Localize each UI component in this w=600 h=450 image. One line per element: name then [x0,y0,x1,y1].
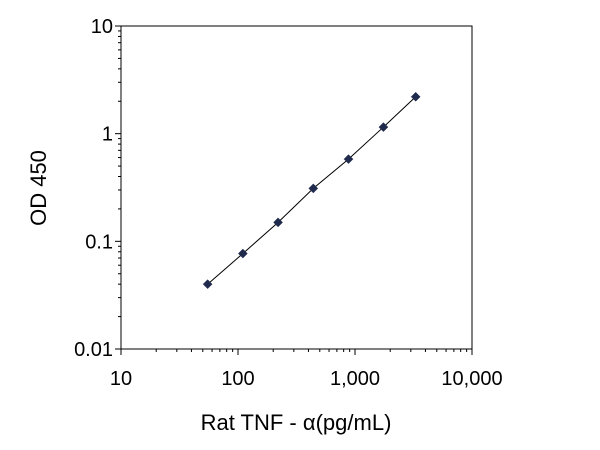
data-point [237,248,248,259]
data-point [202,279,213,290]
data-points [202,91,421,290]
y-tick-label: 10 [91,16,113,38]
x-tick-label: 1,000 [330,368,380,390]
data-point [343,154,354,164]
y-tick-label: 0.01 [74,339,113,361]
minor-ticks [118,30,468,352]
data-point [273,217,283,228]
y-axis-title: OD 450 [26,150,51,226]
x-tick-label: 10 [110,368,132,390]
data-point [308,183,319,194]
plot-area [120,25,473,350]
x-axis-title: Rat TNF - α(pg/mL) [201,410,392,435]
data-point [378,122,389,132]
y-tick-label: 1 [102,124,113,146]
x-tick-label: 10,000 [441,368,502,390]
x-tick-label: 100 [221,368,254,390]
tick-labels: 10 100 1,000 10,000 0.01 0.1 1 10 [74,16,503,390]
y-tick-label: 0.1 [85,231,113,253]
major-ticks [115,25,473,355]
data-point [410,91,421,102]
